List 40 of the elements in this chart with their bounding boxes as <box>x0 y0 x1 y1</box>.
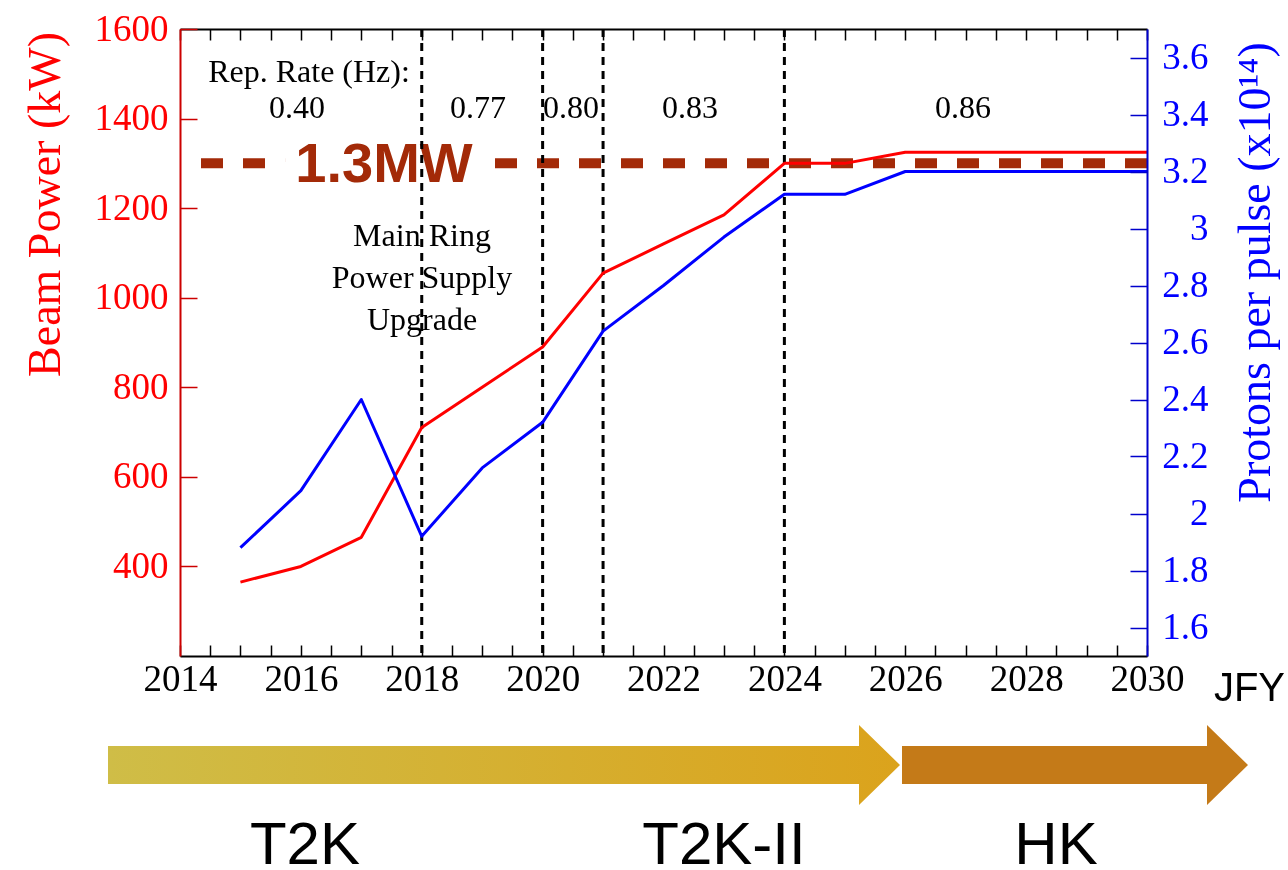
y2-tick-label: 3.2 <box>1162 150 1209 191</box>
x-tick-label: 2014 <box>143 657 218 699</box>
x-tick-label: 2024 <box>747 657 822 699</box>
y2-tick-label: 3.4 <box>1162 93 1209 134</box>
annotation: 0.86 <box>935 89 991 125</box>
y2-tick-label: 3.6 <box>1162 36 1209 77</box>
annotation: 0.83 <box>662 89 718 125</box>
annotation: Rep. Rate (Hz): <box>208 53 410 89</box>
text: T2K <box>249 810 361 870</box>
y-tick-label: 1600 <box>94 7 169 49</box>
y-axis-title: Beam Power (kW) <box>18 32 70 377</box>
annotation: Main Ring Power Supply Upgrade <box>331 217 513 337</box>
y-tick-label: 1200 <box>94 186 169 228</box>
x-tick-label: 2016 <box>264 657 339 699</box>
x-tick-label: 2026 <box>868 657 943 699</box>
y-tick-label: 1000 <box>94 276 169 318</box>
y2-tick-label: 1.8 <box>1162 549 1209 590</box>
y2-tick-label: 2.6 <box>1162 321 1209 362</box>
y2-tick-label: 1.6 <box>1162 606 1209 647</box>
y-tick-label: 800 <box>113 365 169 407</box>
x-tick-label: 2028 <box>989 657 1064 699</box>
text: HK <box>1014 810 1098 870</box>
x-tick-label: 2020 <box>506 657 581 699</box>
y2-axis-title: Protons per pulse (x10¹⁴) <box>1228 42 1280 503</box>
y2-tick-label: 2.2 <box>1162 435 1209 476</box>
y-tick-label: 1400 <box>94 97 169 139</box>
annotation: 0.40 <box>269 89 325 125</box>
text: T2K-II <box>642 810 806 870</box>
x-tick-label: 2030 <box>1110 657 1185 699</box>
annotation: 0.77 <box>450 89 506 125</box>
annotation: 0.80 <box>543 89 599 125</box>
y2-tick-label: 2 <box>1190 492 1209 533</box>
x-axis-title: JFY <box>1213 664 1286 709</box>
x-tick-label: 2022 <box>627 657 701 699</box>
x-tick-label: 2018 <box>385 657 460 699</box>
y2-tick-label: 2.4 <box>1162 378 1209 419</box>
y-tick-label: 600 <box>113 455 169 497</box>
y2-tick-label: 2.8 <box>1162 264 1209 305</box>
y-tick-label: 400 <box>113 544 169 586</box>
y2-tick-label: 3 <box>1190 207 1209 248</box>
